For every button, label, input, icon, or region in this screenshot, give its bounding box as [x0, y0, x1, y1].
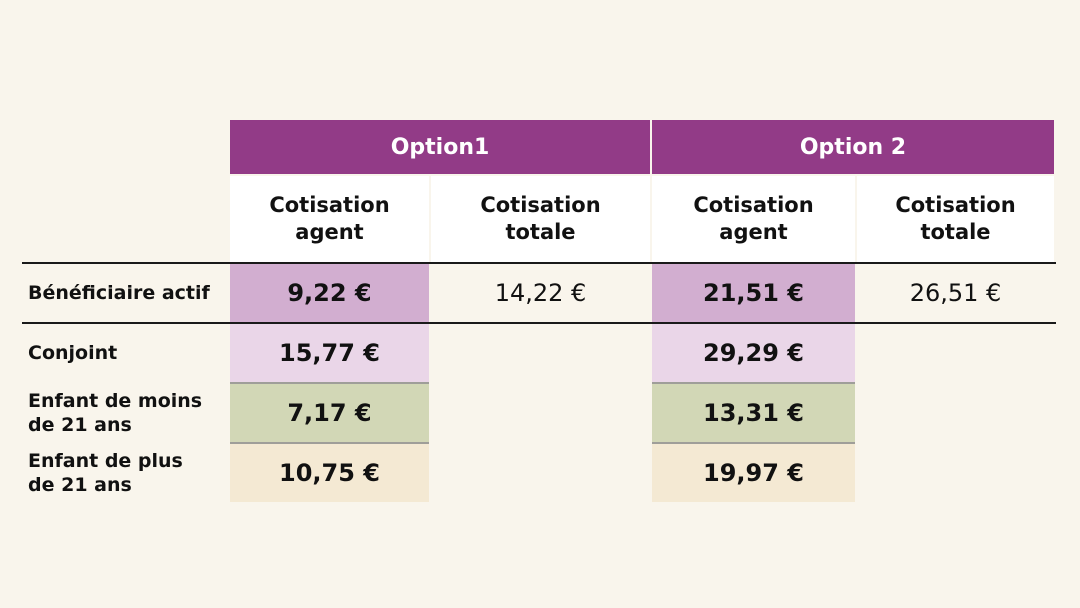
- option1-agent-cell: 15,77 €: [230, 324, 429, 382]
- column-header-line2: totale: [505, 220, 576, 244]
- option1-agent-cell: 10,75 €: [230, 444, 429, 502]
- row-label-conjoint: Conjoint: [0, 324, 230, 382]
- row-separator: [230, 382, 429, 384]
- option2-agent-cell: 19,97 €: [652, 444, 855, 502]
- option1-agent-column-header: Cotisation agent: [230, 176, 429, 262]
- option1-agent-cell: 9,22 €: [230, 264, 429, 322]
- option2-totale-cell: 26,51 €: [909, 279, 1002, 307]
- option2-agent-cell: 21,51 €: [652, 264, 855, 322]
- row-separator: [230, 442, 429, 444]
- column-header-line1: Cotisation: [480, 193, 601, 217]
- row-separator: [652, 442, 855, 444]
- row-separator: [652, 382, 855, 384]
- column-header-line1: Cotisation: [895, 193, 1016, 217]
- column-header-line1: Cotisation: [269, 193, 390, 217]
- option1-totale-cell: 14,22 €: [494, 279, 587, 307]
- row-label-line2: de 21 ans: [28, 414, 132, 436]
- option2-agent-column-header: Cotisation agent: [652, 176, 855, 262]
- row-label-text: Bénéficiaire actif: [28, 282, 210, 304]
- column-header-line2: totale: [920, 220, 991, 244]
- option1-totale-column-header: Cotisation totale: [431, 176, 650, 262]
- column-header-line2: agent: [719, 220, 788, 244]
- row-label-enfant-plus-21: Enfant de plus de 21 ans: [0, 444, 230, 502]
- row-label-beneficiaire-actif: Bénéficiaire actif: [0, 264, 230, 322]
- column-header-line1: Cotisation: [693, 193, 814, 217]
- row-label-line1: Enfant de plus: [28, 450, 183, 472]
- option2-agent-cell: 29,29 €: [652, 324, 855, 382]
- column-header-line2: agent: [295, 220, 364, 244]
- row-label-text: Conjoint: [28, 342, 118, 364]
- row-label-line1: Enfant de moins: [28, 390, 203, 412]
- option1-agent-cell: 7,17 €: [230, 384, 429, 442]
- option2-header: Option 2: [652, 120, 1054, 174]
- option1-header: Option1: [230, 120, 650, 174]
- row-label-enfant-moins-21: Enfant de moins de 21 ans: [0, 384, 230, 442]
- table-top-rule: [22, 262, 1056, 264]
- option2-agent-cell: 13,31 €: [652, 384, 855, 442]
- row-label-line2: de 21 ans: [28, 474, 132, 496]
- option2-totale-column-header: Cotisation totale: [857, 176, 1054, 262]
- table-row-rule: [22, 322, 1056, 324]
